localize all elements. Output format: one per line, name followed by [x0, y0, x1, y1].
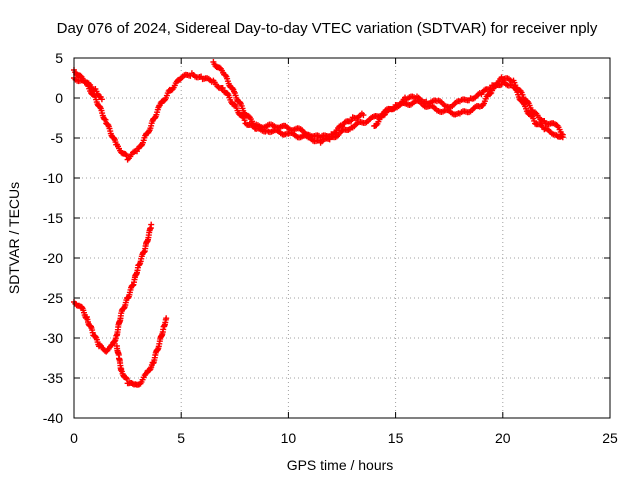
x-tick-label: 25	[602, 430, 618, 446]
series-track-4	[371, 74, 566, 138]
data-point	[360, 112, 367, 119]
grid-layer	[74, 58, 610, 418]
y-tick-label: -35	[43, 370, 63, 386]
y-tick-label: -15	[43, 210, 63, 226]
series-track-6	[113, 315, 170, 388]
y-tick-label: -40	[43, 410, 63, 426]
x-tick-label: 20	[495, 430, 511, 446]
marks-layer	[71, 59, 566, 388]
series-track-2	[71, 75, 105, 103]
data-point	[229, 85, 236, 92]
x-tick-label: 15	[388, 430, 404, 446]
data-point	[222, 72, 229, 79]
data-point	[163, 315, 170, 322]
y-tick-label: -25	[43, 290, 63, 306]
data-point	[487, 85, 494, 92]
y-tick-label: -10	[43, 170, 63, 186]
series-track-5	[71, 221, 155, 355]
data-point	[391, 105, 398, 112]
data-point	[559, 131, 566, 138]
y-tick-label: -5	[51, 130, 64, 146]
series-track-1	[71, 67, 566, 163]
y-axis-label: SDTVAR / TECUs	[6, 182, 22, 294]
data-point	[148, 221, 155, 228]
tick-label-layer: 0 5 10 15 20 25 5 0 -5 -10 -15 -20 -25 -30 -35 -40	[43, 50, 618, 446]
x-axis-label: GPS time / hours	[287, 457, 394, 473]
data-point	[241, 117, 248, 124]
data-point	[92, 333, 99, 340]
chart-title: Day 076 of 2024, Sidereal Day-to-day VTE…	[57, 20, 598, 37]
plot-frame	[73, 57, 611, 419]
data-point	[487, 90, 494, 97]
data-point	[219, 85, 226, 91]
y-tick-label: 5	[55, 50, 63, 66]
series-track-3	[210, 59, 367, 141]
x-tick-label: 10	[281, 430, 297, 446]
y-tick-label: -20	[43, 250, 63, 266]
data-point	[98, 96, 105, 103]
data-point	[122, 151, 129, 158]
y-tick-label: 0	[55, 90, 63, 106]
x-tick-label: 5	[177, 430, 185, 446]
x-tick-label: 0	[70, 430, 78, 446]
y-tick-label: -30	[43, 330, 63, 346]
data-point	[123, 374, 130, 381]
